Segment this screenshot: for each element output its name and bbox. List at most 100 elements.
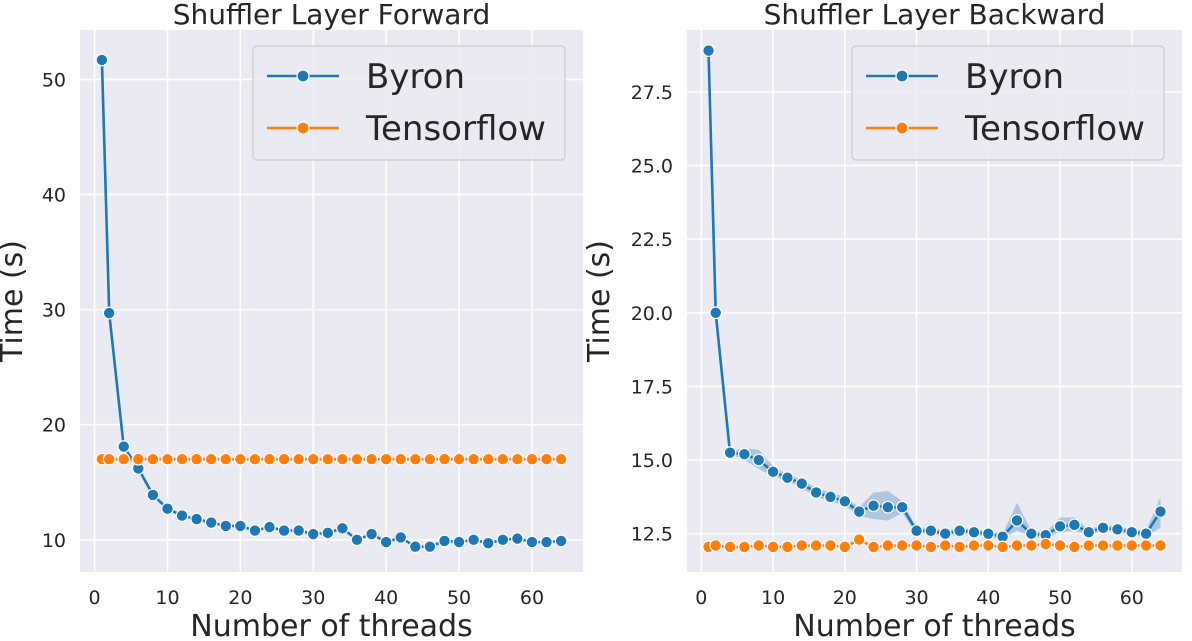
data-point [350, 452, 364, 466]
data-point [204, 452, 218, 466]
data-point [967, 539, 981, 552]
data-point [321, 452, 335, 466]
data-point [895, 539, 909, 552]
x-tick-label: 10 [761, 587, 785, 609]
data-point [881, 539, 895, 552]
data-point [452, 535, 466, 549]
y-tick-label: 20 [42, 415, 66, 437]
legend-marker [296, 121, 310, 135]
data-point [117, 452, 131, 466]
data-point [540, 452, 553, 466]
x-tick-label: 40 [374, 587, 398, 609]
data-point [981, 527, 995, 541]
y-tick-label: 12.5 [631, 524, 673, 546]
data-point [924, 524, 938, 538]
data-point [204, 516, 218, 529]
data-point [881, 500, 895, 514]
data-point [190, 512, 204, 526]
data-point [146, 452, 160, 466]
data-point [996, 540, 1010, 554]
data-point [554, 534, 568, 548]
series-tensorflow [702, 533, 1167, 554]
data-point [1139, 539, 1153, 552]
data-point [219, 452, 233, 466]
y-tick-label: 20.0 [631, 303, 673, 325]
data-point [408, 540, 422, 554]
legend-box [252, 45, 566, 161]
data-point [525, 452, 539, 466]
x-tick-label: 50 [447, 587, 471, 609]
data-point [321, 526, 335, 540]
data-point [809, 539, 823, 552]
data-point [1067, 540, 1081, 554]
y-tick-label: 17.5 [631, 376, 673, 398]
legend-label: Tensorflow [964, 109, 1145, 149]
data-point [1096, 521, 1110, 535]
data-point [131, 452, 145, 466]
data-point [1082, 539, 1096, 552]
data-point [938, 527, 952, 541]
data-point [95, 53, 109, 67]
data-point [233, 519, 247, 533]
legend-label: Byron [965, 57, 1064, 97]
data-point [277, 452, 291, 466]
data-point [1125, 525, 1139, 539]
data-point [938, 539, 952, 552]
data-point [248, 524, 262, 537]
x-tick-label: 60 [1120, 587, 1144, 609]
data-point [867, 499, 880, 513]
chart-title: Shuffler Layer Forward [173, 0, 491, 31]
y-tick-label: 50 [42, 69, 66, 91]
data-point [795, 539, 809, 552]
data-point [408, 452, 422, 466]
data-point [336, 521, 349, 535]
data-point [953, 524, 967, 538]
data-point [824, 539, 837, 552]
data-point [394, 452, 408, 466]
data-point [117, 440, 131, 453]
series-tensorflow [95, 452, 568, 466]
data-point [766, 465, 780, 479]
series-byron [702, 44, 1167, 544]
x-tick-label: 30 [301, 587, 325, 609]
data-point [263, 452, 276, 466]
data-point [1039, 537, 1053, 551]
x-tick-label: 20 [833, 587, 857, 609]
subplot-1: 0 10 20 30 40 50 60 10 20 30 40 50 Shuffler Layer Fo… [0, 0, 583, 641]
data-point [481, 536, 495, 550]
series-byron [95, 53, 568, 554]
data-point [981, 539, 995, 552]
data-point [1111, 539, 1124, 552]
data-point [709, 539, 723, 552]
legend: Byron Tensorflow [851, 45, 1165, 161]
data-point [967, 525, 981, 539]
y-tick-label: 22.5 [631, 229, 673, 251]
data-point [1096, 539, 1110, 552]
data-point [379, 535, 393, 549]
data-point [702, 44, 715, 58]
data-point [467, 533, 481, 547]
x-tick-label: 0 [89, 587, 101, 609]
data-point [852, 533, 866, 546]
data-point [336, 452, 349, 466]
data-point [423, 540, 437, 554]
data-point [379, 452, 393, 466]
data-point [394, 531, 408, 544]
y-tick-label: 10 [42, 530, 66, 552]
legend-box [851, 45, 1165, 161]
data-point [540, 535, 553, 549]
data-point [824, 490, 837, 504]
data-point [752, 453, 766, 467]
data-point [161, 452, 174, 466]
data-point [102, 452, 116, 466]
data-point [146, 488, 160, 502]
legend-marker [895, 121, 909, 135]
y-tick-label: 40 [42, 185, 66, 207]
subplot-2: 0 10 20 30 40 50 60 12.5 15.0 17.5 20.0 22.5 25.0 27.… [582, 0, 1182, 641]
y-axis-label: Time (s) [0, 240, 30, 363]
data-point [365, 452, 378, 466]
data-point [292, 524, 306, 537]
data-point [852, 505, 866, 519]
data-point [910, 539, 923, 552]
